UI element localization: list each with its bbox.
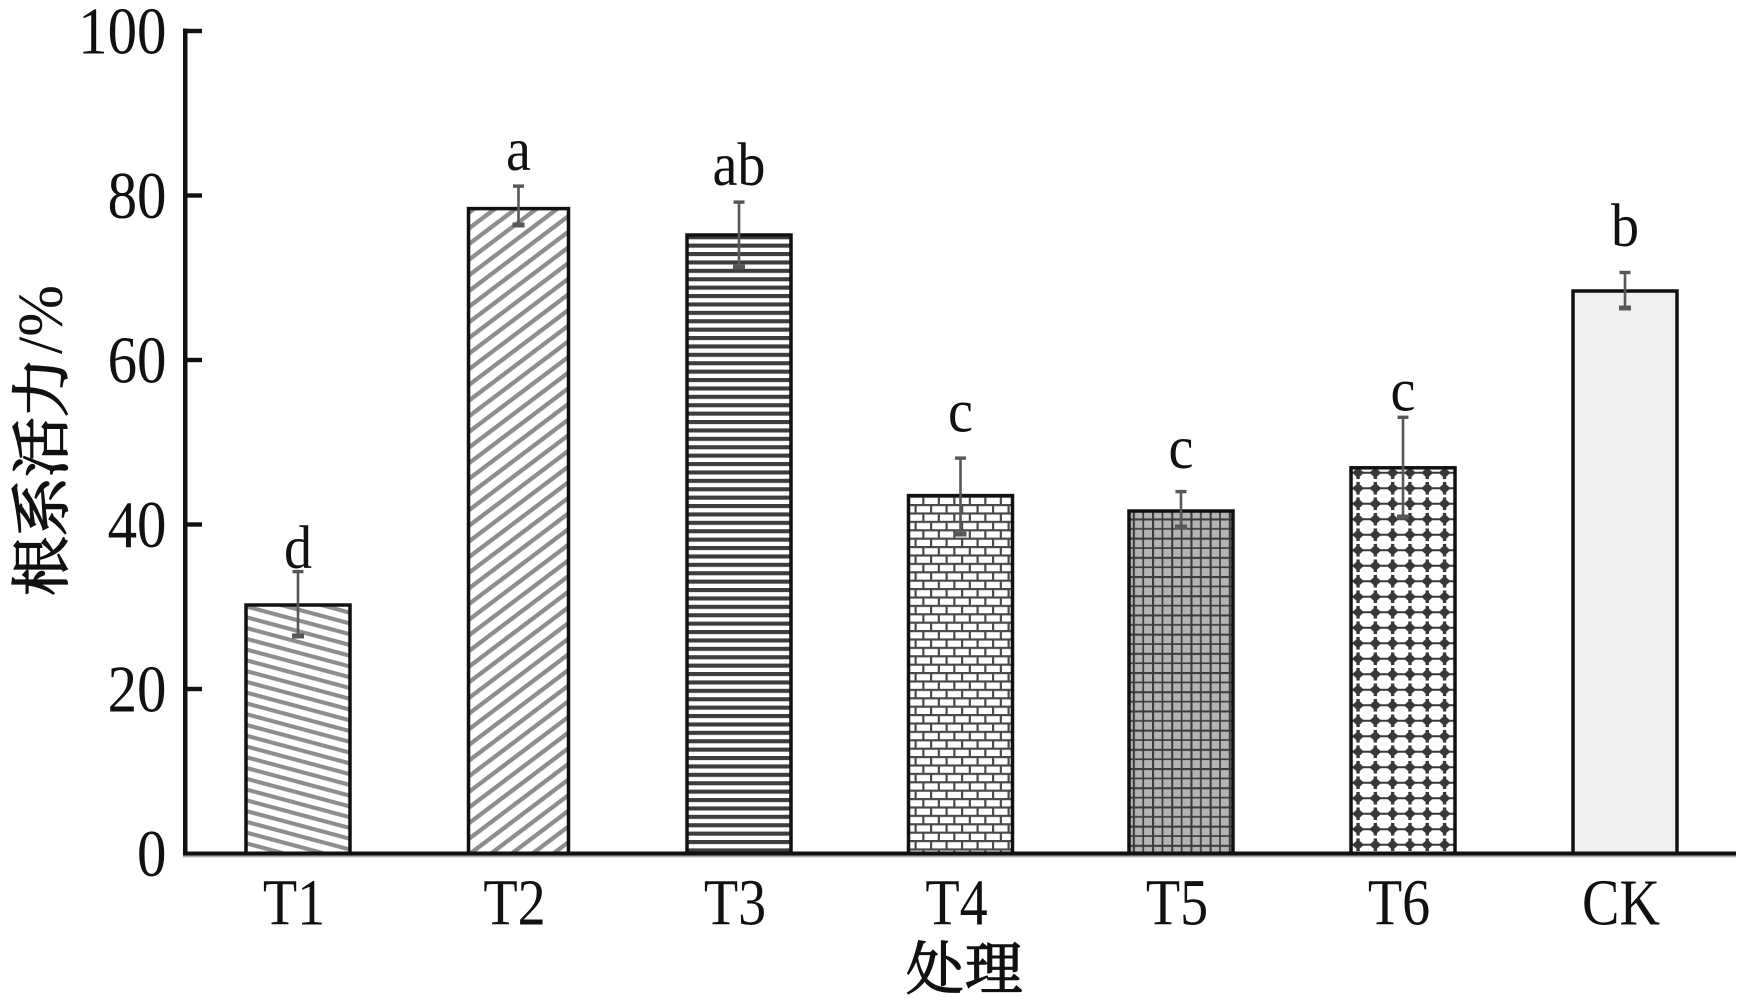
svg-text:a: a — [506, 116, 531, 184]
svg-text:T1: T1 — [263, 866, 325, 939]
svg-text:/%: /% — [5, 285, 76, 354]
svg-text:c: c — [1169, 414, 1194, 482]
svg-text:T4: T4 — [925, 866, 987, 939]
svg-text:40: 40 — [108, 488, 167, 562]
svg-text:d: d — [284, 514, 312, 582]
svg-text:T2: T2 — [483, 866, 545, 939]
svg-text:c: c — [948, 377, 973, 445]
svg-text:20: 20 — [108, 652, 167, 726]
svg-text:b: b — [1611, 192, 1639, 260]
svg-text:CK: CK — [1582, 866, 1660, 939]
svg-text:T3: T3 — [704, 866, 766, 939]
svg-text:60: 60 — [108, 323, 167, 397]
svg-text:ab: ab — [713, 131, 766, 199]
svg-text:80: 80 — [108, 159, 167, 233]
svg-text:100: 100 — [78, 0, 166, 68]
svg-text:c: c — [1391, 356, 1416, 424]
svg-text:T5: T5 — [1146, 866, 1208, 939]
svg-text:0: 0 — [137, 817, 166, 891]
svg-text:T6: T6 — [1368, 866, 1430, 939]
